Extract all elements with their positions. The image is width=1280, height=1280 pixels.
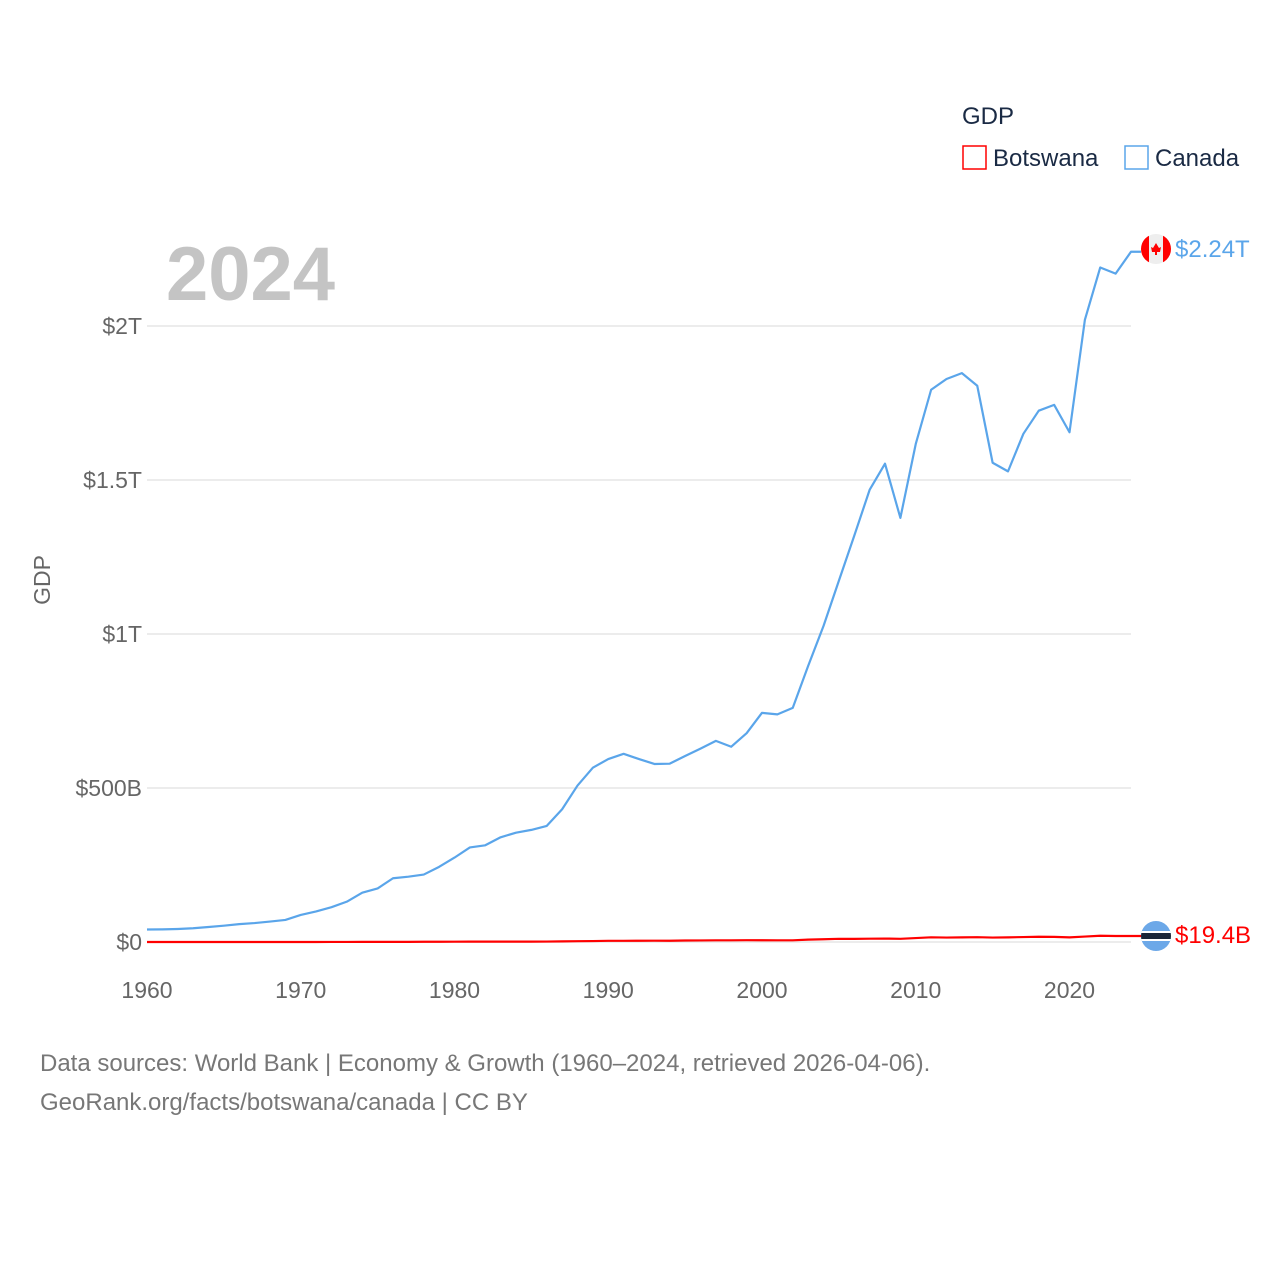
y-axis-ticks: $0 $500B $1T $1.5T $2T xyxy=(75,313,142,955)
legend-label-botswana: Botswana xyxy=(993,145,1099,172)
legend-title: GDP xyxy=(962,103,1014,130)
y-axis-label: GDP xyxy=(29,555,55,605)
legend-swatch-canada xyxy=(1124,145,1149,170)
series-lines xyxy=(146,250,1141,944)
source-link[interactable]: GeoRank.org/facts/botswana/canada | CC B… xyxy=(40,1089,528,1116)
legend-swatch-botswana xyxy=(962,145,987,170)
legend-label-canada: Canada xyxy=(1155,145,1240,172)
grid-lines xyxy=(147,325,1131,943)
legend-item-botswana[interactable]: Botswana xyxy=(962,145,1099,172)
canada-flag-icon xyxy=(1141,234,1171,264)
x-tick-label: 1990 xyxy=(583,977,634,1003)
x-tick-label: 1970 xyxy=(275,977,326,1003)
y-tick-label: $1.5T xyxy=(83,467,142,493)
legend: GDP Botswana Canada xyxy=(962,103,1240,172)
x-tick-label: 1960 xyxy=(121,977,172,1003)
source-note: Data sources: World Bank | Economy & Gro… xyxy=(40,1044,930,1122)
x-axis-ticks: 1960 1970 1980 1990 2000 2010 2020 xyxy=(121,977,1095,1003)
series-line-botswana xyxy=(147,934,1141,944)
canada-end-label: $2.24T xyxy=(1175,236,1250,263)
y-tick-label: $500B xyxy=(75,775,142,801)
series-line-canada xyxy=(146,250,1141,931)
y-tick-label: $2T xyxy=(102,313,142,339)
y-tick-label: $1T xyxy=(102,621,142,647)
x-tick-label: 1980 xyxy=(429,977,480,1003)
legend-item-canada[interactable]: Canada xyxy=(1124,145,1240,172)
source-line-1: Data sources: World Bank | Economy & Gro… xyxy=(40,1050,931,1077)
y-tick-label: $0 xyxy=(116,929,142,955)
x-tick-label: 2000 xyxy=(736,977,787,1003)
x-tick-label: 2020 xyxy=(1044,977,1095,1003)
botswana-flag-icon xyxy=(1141,921,1171,951)
botswana-end-label: $19.4B xyxy=(1175,922,1251,949)
year-watermark: 2024 xyxy=(166,232,335,317)
x-tick-label: 2010 xyxy=(890,977,941,1003)
